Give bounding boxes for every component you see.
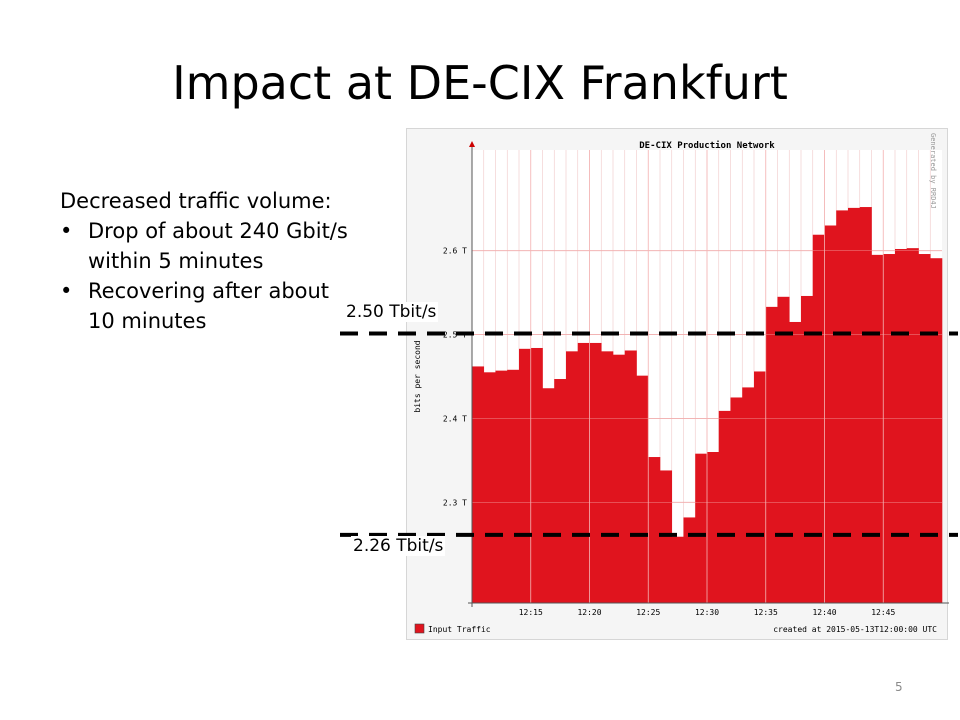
traffic-chart-svg: 2.3 T 2.4 T 2.5 T 2.6 T 12:15 12:20 12:25 12:30… [413,133,949,634]
data-bar [483,372,496,603]
page-number: 5 [895,680,903,694]
data-bar [530,347,543,603]
data-bar [648,457,661,603]
data-bar [554,379,567,603]
y-axis-arrow [469,141,475,147]
data-bar [895,248,908,603]
data-bar [707,452,720,603]
data-bar [859,207,872,603]
data-bar [801,295,814,603]
legend-swatch [414,623,425,634]
data-bar [906,248,919,603]
data-bar [671,536,684,603]
data-bar [742,387,755,603]
chart-watermark: Generated by RRD4J [929,133,937,209]
data-bar [566,351,579,603]
chart-title: DE-CIX Production Network [639,140,775,151]
x-tick-label: 12:40 [812,608,836,617]
x-tick-label: 12:20 [577,608,601,617]
data-bar [636,375,649,603]
bullet-item-recovery: Recovering after about 10 minutes [60,276,360,336]
x-tick-label: 12:30 [695,608,719,617]
data-bar [660,470,673,603]
data-bar [695,453,708,603]
data-bar [495,370,508,603]
chart-footer: created at 2015-05-13T12:00:00 UTC [773,625,937,634]
body-text: Decreased traffic volume: Drop of about … [60,186,360,336]
data-bar [824,225,837,603]
data-bar [754,371,767,603]
body-heading: Decreased traffic volume: [60,189,332,213]
y-tick-label: 2.5 T [443,331,467,340]
upper-threshold-label: 2.50 Tbit/s [344,302,439,322]
data-bar [507,369,520,603]
slide-title: Impact at DE-CIX Frankfurt [172,56,788,110]
bullet-item-drop: Drop of about 240 Gbit/s within 5 minute… [60,216,360,276]
x-tick-label: 12:15 [519,608,543,617]
y-tick-label: 2.3 T [443,498,467,507]
data-bar [930,258,943,603]
data-bar [613,354,626,603]
data-bar [542,388,555,603]
data-bar [836,210,849,603]
data-bar [472,366,485,603]
x-tick-label: 12:25 [636,608,660,617]
lower-threshold-label: 2.26 Tbit/s [351,536,446,556]
y-tick-label: 2.6 T [443,247,467,256]
data-bar [624,350,637,603]
data-bar [718,410,731,603]
data-bar [730,397,743,603]
data-bar [589,342,602,603]
y-axis-label: bits per second [413,340,422,412]
data-bar [812,234,825,603]
legend-label: Input Traffic [428,625,491,634]
data-bar [789,321,802,603]
data-bar [918,254,931,603]
x-tick-label: 12:35 [754,608,778,617]
traffic-chart: 2.3 T 2.4 T 2.5 T 2.6 T 12:15 12:20 12:25 12:30… [406,128,949,640]
data-bar [883,254,896,603]
data-bar [871,254,884,603]
y-tick-label: 2.4 T [443,414,467,423]
data-bar [848,207,861,603]
data-bar [519,348,532,603]
data-bar [577,342,590,603]
x-tick-label: 12:45 [871,608,895,617]
data-bar [601,351,614,603]
bullet-list: Drop of about 240 Gbit/s within 5 minute… [60,216,360,336]
data-bar [777,296,790,603]
data-bar [683,517,696,603]
data-bar [765,306,778,603]
